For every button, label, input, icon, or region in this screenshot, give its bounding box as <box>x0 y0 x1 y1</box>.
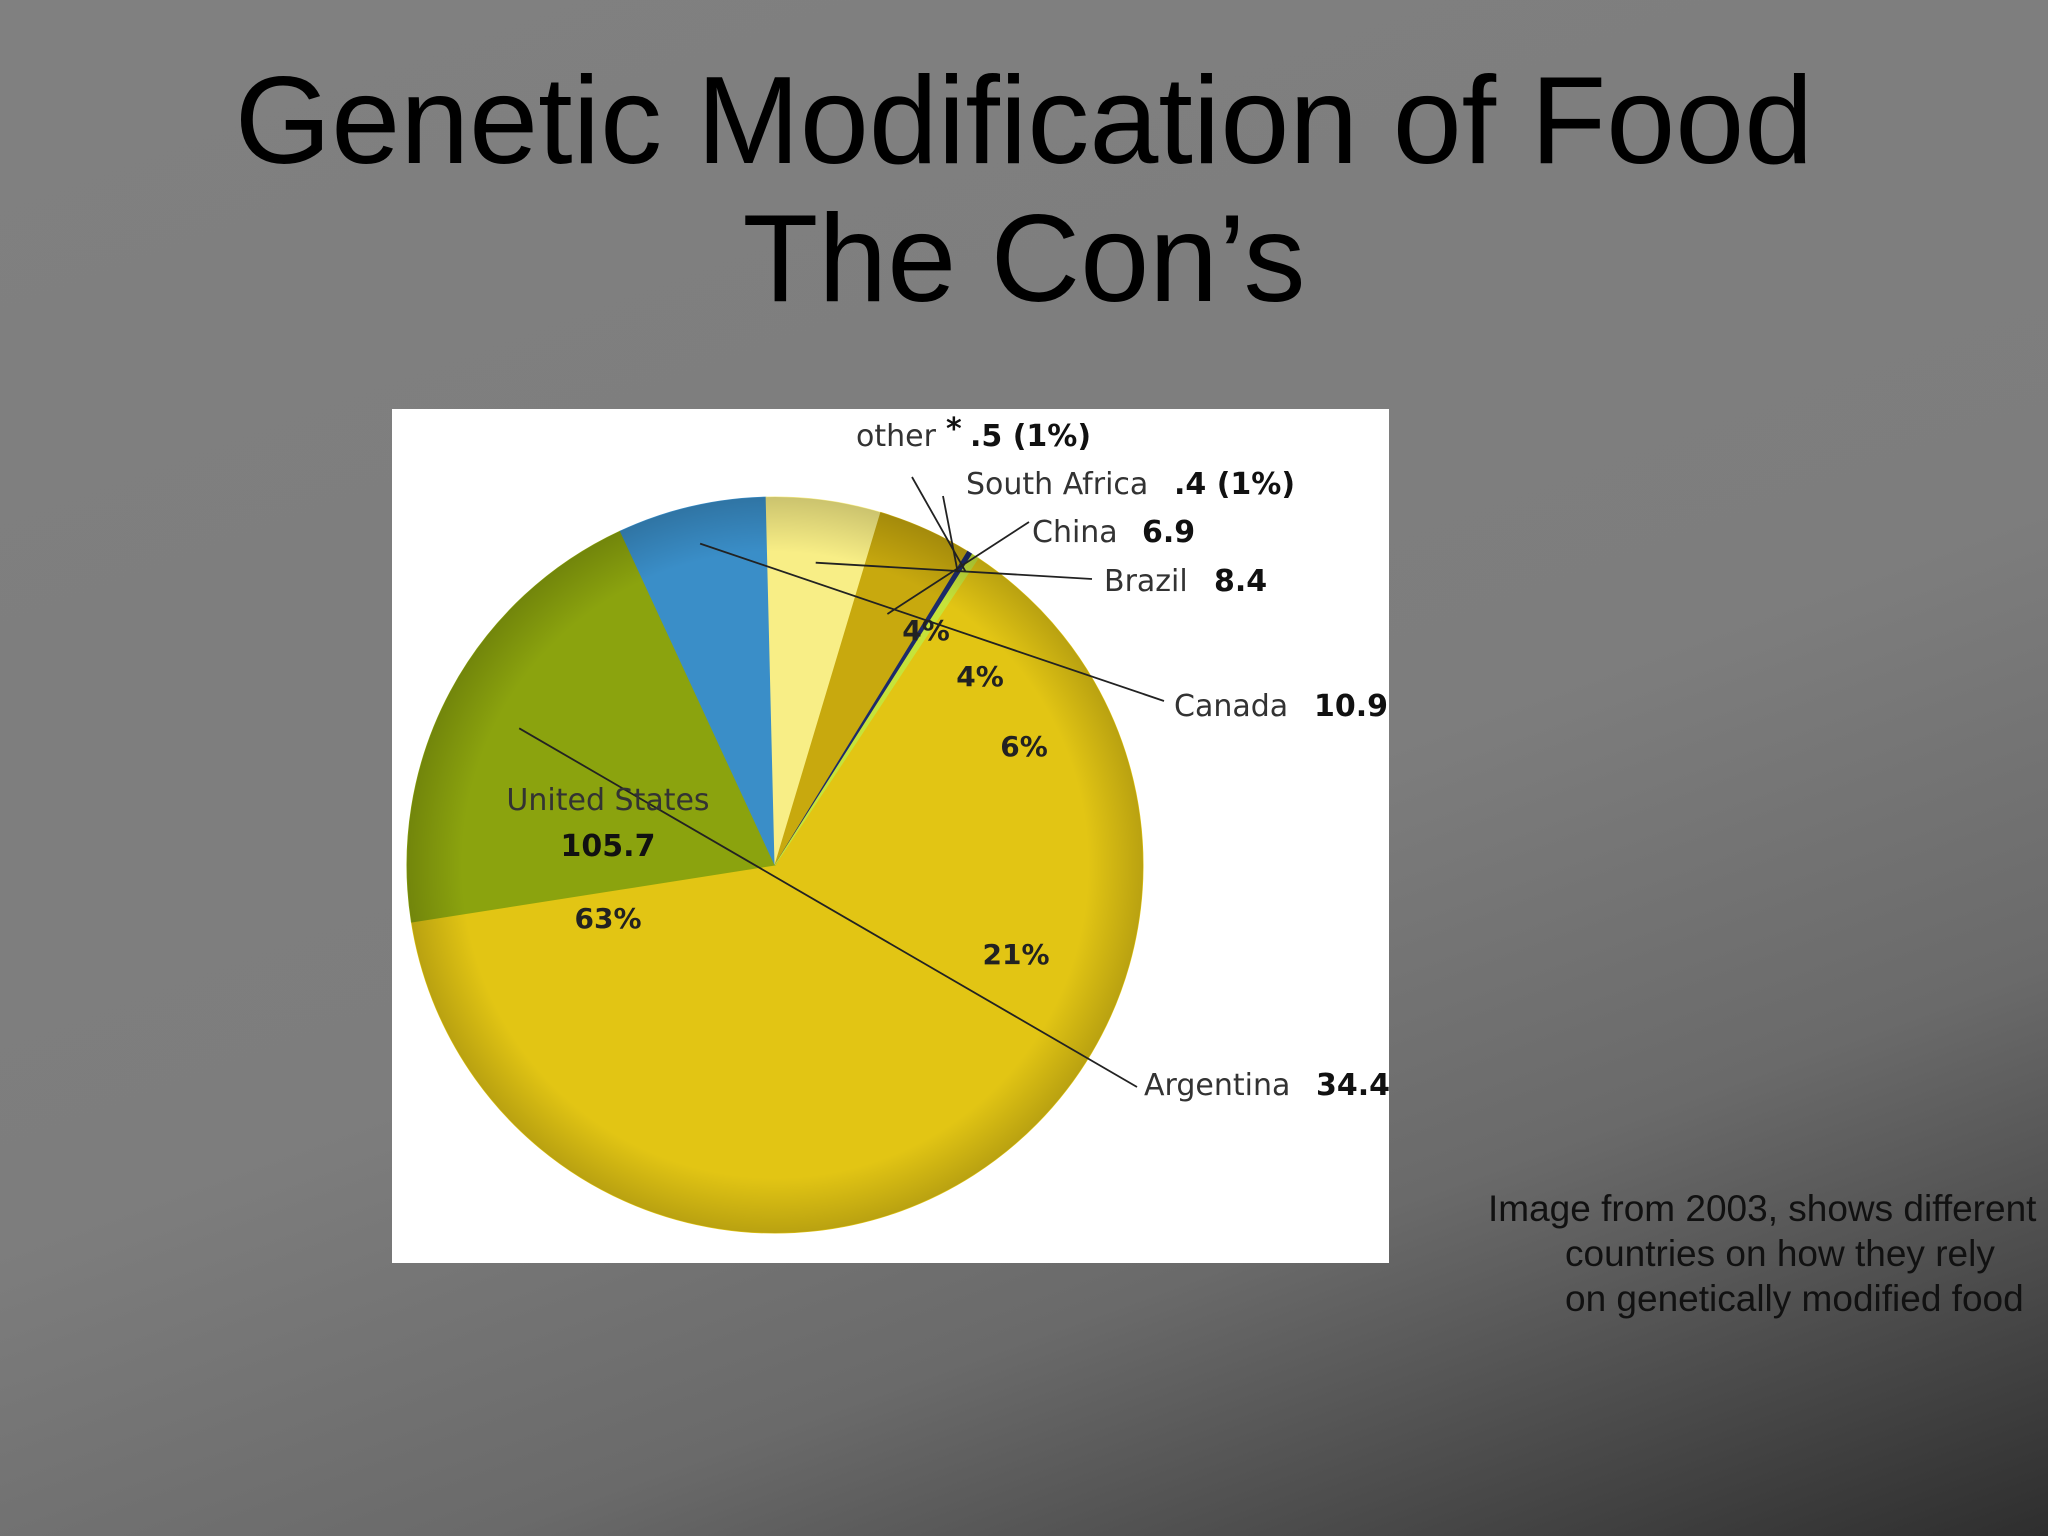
label-united-states-pct: 63% <box>574 902 641 935</box>
label-canada-value: 10.9 <box>1314 689 1388 724</box>
label-argentina-value: 34.4 <box>1316 1068 1389 1103</box>
label-china-pct: 4% <box>902 614 950 647</box>
label-other-value: .5 (1%) <box>970 419 1091 454</box>
label-brazil-pct: 4% <box>956 660 1004 693</box>
pie-chart-panel: United States 105.7 63% 21% Argentina 34.4 6% C… <box>392 409 1389 1263</box>
label-south-africa-name: South Africa <box>966 467 1148 502</box>
label-other-marker: * <box>946 412 962 447</box>
label-united-states-value: 105.7 <box>561 829 656 864</box>
label-china-name: China <box>1032 515 1118 550</box>
leader-china <box>886 521 1030 615</box>
label-brazil-value: 8.4 <box>1214 564 1267 599</box>
label-canada-name: Canada <box>1174 689 1288 724</box>
label-brazil-name: Brazil <box>1104 564 1188 599</box>
leader-argentina <box>518 727 1138 1088</box>
image-caption: Image from 2003, shows different countri… <box>1488 1188 2037 1319</box>
title-line-1: Genetic Modification of Food <box>234 52 1814 190</box>
label-united-states-name: United States <box>506 783 709 818</box>
label-china-value: 6.9 <box>1142 515 1195 550</box>
label-canada-pct: 6% <box>1000 730 1048 763</box>
slide-title: Genetic Modification of Food The Con’s <box>0 52 2048 328</box>
label-other-name: other <box>856 419 937 454</box>
leader-canada <box>699 542 1165 702</box>
leader-other <box>911 476 967 572</box>
label-south-africa-value: .4 (1%) <box>1174 467 1295 502</box>
label-argentina-pct: 21% <box>982 938 1049 971</box>
leader-south-africa <box>942 495 959 573</box>
pie-shading <box>407 497 1143 1233</box>
pie-chart: United States 105.7 63% 21% Argentina 34.4 6% C… <box>406 412 1389 1234</box>
title-line-2: The Con’s <box>742 190 1306 328</box>
label-argentina-name: Argentina <box>1144 1068 1290 1103</box>
